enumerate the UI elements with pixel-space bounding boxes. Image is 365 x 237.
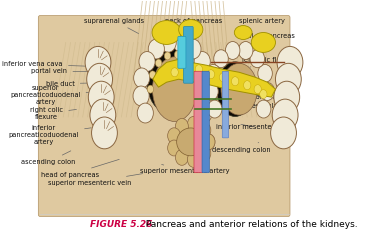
Circle shape bbox=[176, 118, 188, 134]
Circle shape bbox=[134, 68, 150, 88]
Circle shape bbox=[243, 81, 251, 90]
Circle shape bbox=[276, 63, 301, 95]
Circle shape bbox=[198, 122, 211, 138]
Ellipse shape bbox=[179, 20, 203, 40]
Circle shape bbox=[88, 81, 114, 113]
Text: neck of pancreas: neck of pancreas bbox=[165, 18, 223, 34]
Circle shape bbox=[147, 85, 154, 93]
Circle shape bbox=[258, 64, 272, 82]
FancyBboxPatch shape bbox=[38, 16, 290, 216]
Circle shape bbox=[195, 65, 203, 74]
Text: superior mesenteric vein: superior mesenteric vein bbox=[48, 174, 143, 186]
Circle shape bbox=[171, 68, 178, 77]
Text: ascending colon: ascending colon bbox=[21, 151, 76, 165]
Text: tail of pancreas: tail of pancreas bbox=[243, 32, 295, 42]
Circle shape bbox=[198, 146, 211, 161]
Circle shape bbox=[274, 81, 300, 113]
Circle shape bbox=[149, 71, 156, 79]
Text: descending colon: descending colon bbox=[212, 142, 270, 153]
Circle shape bbox=[214, 50, 228, 68]
Text: FIGURE 5.26: FIGURE 5.26 bbox=[90, 220, 152, 229]
Ellipse shape bbox=[146, 44, 195, 114]
Text: Pancreas and anterior relations of the kidneys.: Pancreas and anterior relations of the k… bbox=[140, 220, 358, 229]
Circle shape bbox=[160, 32, 176, 52]
FancyBboxPatch shape bbox=[222, 71, 229, 138]
Circle shape bbox=[231, 77, 239, 86]
Text: splenic artery: splenic artery bbox=[238, 18, 285, 30]
Text: inferior vena cava: inferior vena cava bbox=[3, 61, 99, 67]
Circle shape bbox=[204, 82, 218, 100]
Text: portal vein: portal vein bbox=[31, 68, 99, 74]
Circle shape bbox=[254, 85, 261, 94]
FancyBboxPatch shape bbox=[178, 36, 186, 68]
Circle shape bbox=[168, 140, 181, 156]
Circle shape bbox=[226, 41, 240, 59]
FancyBboxPatch shape bbox=[202, 71, 209, 173]
Circle shape bbox=[256, 100, 271, 118]
Circle shape bbox=[277, 46, 303, 78]
Text: left testicular vein: left testicular vein bbox=[236, 103, 296, 109]
Circle shape bbox=[176, 149, 188, 165]
Circle shape bbox=[174, 51, 181, 59]
Text: bile duct: bile duct bbox=[46, 81, 106, 87]
Circle shape bbox=[184, 55, 191, 64]
Circle shape bbox=[196, 103, 212, 123]
Circle shape bbox=[187, 116, 200, 132]
Text: superior
pancreaticoduodenal
artery: superior pancreaticoduodenal artery bbox=[10, 85, 93, 105]
Circle shape bbox=[272, 99, 298, 131]
Circle shape bbox=[148, 39, 164, 59]
Ellipse shape bbox=[152, 21, 181, 44]
Circle shape bbox=[270, 117, 296, 149]
Text: suprarenal glands: suprarenal glands bbox=[84, 18, 145, 34]
Circle shape bbox=[92, 117, 118, 149]
Circle shape bbox=[260, 90, 267, 99]
Circle shape bbox=[168, 128, 181, 144]
Ellipse shape bbox=[177, 128, 205, 156]
Circle shape bbox=[85, 46, 111, 78]
Circle shape bbox=[191, 66, 198, 73]
Circle shape bbox=[200, 86, 216, 106]
Text: superior mesenteric artery: superior mesenteric artery bbox=[141, 164, 230, 174]
Text: right colic
flexure: right colic flexure bbox=[30, 107, 76, 120]
Text: body of pancreas: body of pancreas bbox=[237, 94, 295, 100]
Circle shape bbox=[250, 50, 265, 68]
Circle shape bbox=[200, 68, 216, 88]
Ellipse shape bbox=[251, 32, 276, 52]
PathPatch shape bbox=[153, 59, 276, 97]
Circle shape bbox=[87, 63, 112, 95]
Text: head of pancreas: head of pancreas bbox=[41, 159, 119, 178]
Circle shape bbox=[202, 134, 215, 150]
Circle shape bbox=[194, 52, 210, 71]
Circle shape bbox=[155, 59, 162, 67]
Circle shape bbox=[139, 52, 155, 71]
Circle shape bbox=[133, 86, 149, 106]
Circle shape bbox=[90, 99, 116, 131]
Ellipse shape bbox=[217, 62, 253, 117]
Text: inferior
pancreaticoduodenal
artery: inferior pancreaticoduodenal artery bbox=[9, 124, 91, 145]
Text: inferior mesenteric vein: inferior mesenteric vein bbox=[216, 124, 296, 130]
Circle shape bbox=[238, 41, 253, 59]
Circle shape bbox=[206, 64, 220, 82]
FancyBboxPatch shape bbox=[194, 71, 203, 173]
Circle shape bbox=[202, 134, 215, 150]
Ellipse shape bbox=[153, 57, 197, 122]
Circle shape bbox=[195, 79, 202, 87]
Circle shape bbox=[185, 39, 201, 59]
FancyBboxPatch shape bbox=[184, 27, 193, 83]
Circle shape bbox=[219, 73, 227, 82]
Circle shape bbox=[137, 103, 153, 123]
Circle shape bbox=[207, 70, 215, 79]
Circle shape bbox=[164, 52, 171, 60]
Ellipse shape bbox=[221, 63, 257, 115]
Ellipse shape bbox=[234, 26, 252, 40]
Circle shape bbox=[187, 151, 200, 167]
Circle shape bbox=[207, 100, 222, 118]
Text: left colic flexure: left colic flexure bbox=[242, 57, 296, 67]
Circle shape bbox=[260, 82, 274, 100]
Circle shape bbox=[183, 63, 191, 72]
Circle shape bbox=[173, 32, 189, 52]
